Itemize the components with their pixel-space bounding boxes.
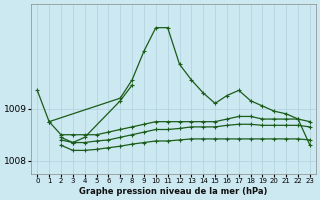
X-axis label: Graphe pression niveau de la mer (hPa): Graphe pression niveau de la mer (hPa): [79, 187, 268, 196]
